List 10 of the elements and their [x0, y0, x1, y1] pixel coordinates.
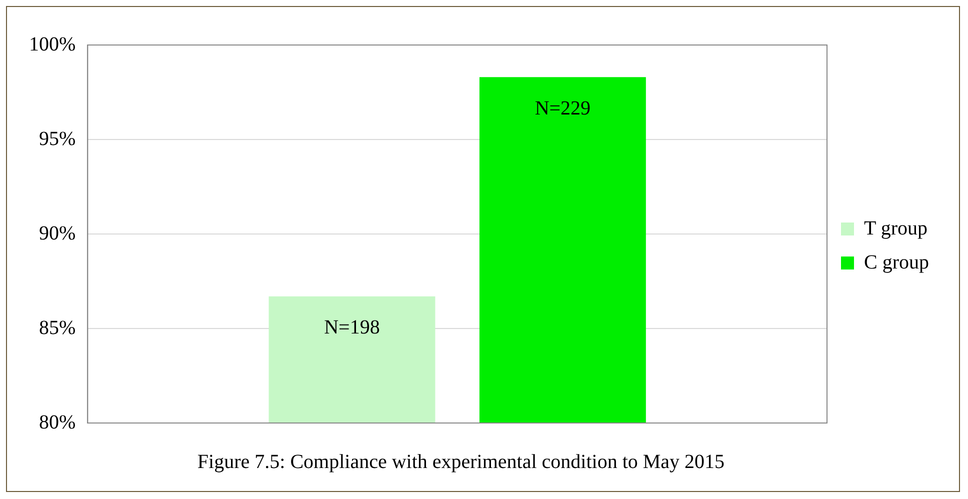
legend-label: T group — [864, 217, 928, 240]
annotation: N=198 — [324, 316, 380, 339]
legend-label: C group — [864, 251, 929, 274]
annotation: N=229 — [534, 97, 591, 120]
y-tick-label: 95% — [38, 128, 76, 150]
y-tick-label: 100% — [28, 33, 76, 56]
y-tick-label: 90% — [38, 222, 76, 244]
y-tick-label: 85% — [38, 316, 76, 339]
text: Figure 7.5: Compliance with experimental condition to May 2015 — [196, 451, 726, 474]
y-tick-label: 80% — [38, 411, 76, 434]
